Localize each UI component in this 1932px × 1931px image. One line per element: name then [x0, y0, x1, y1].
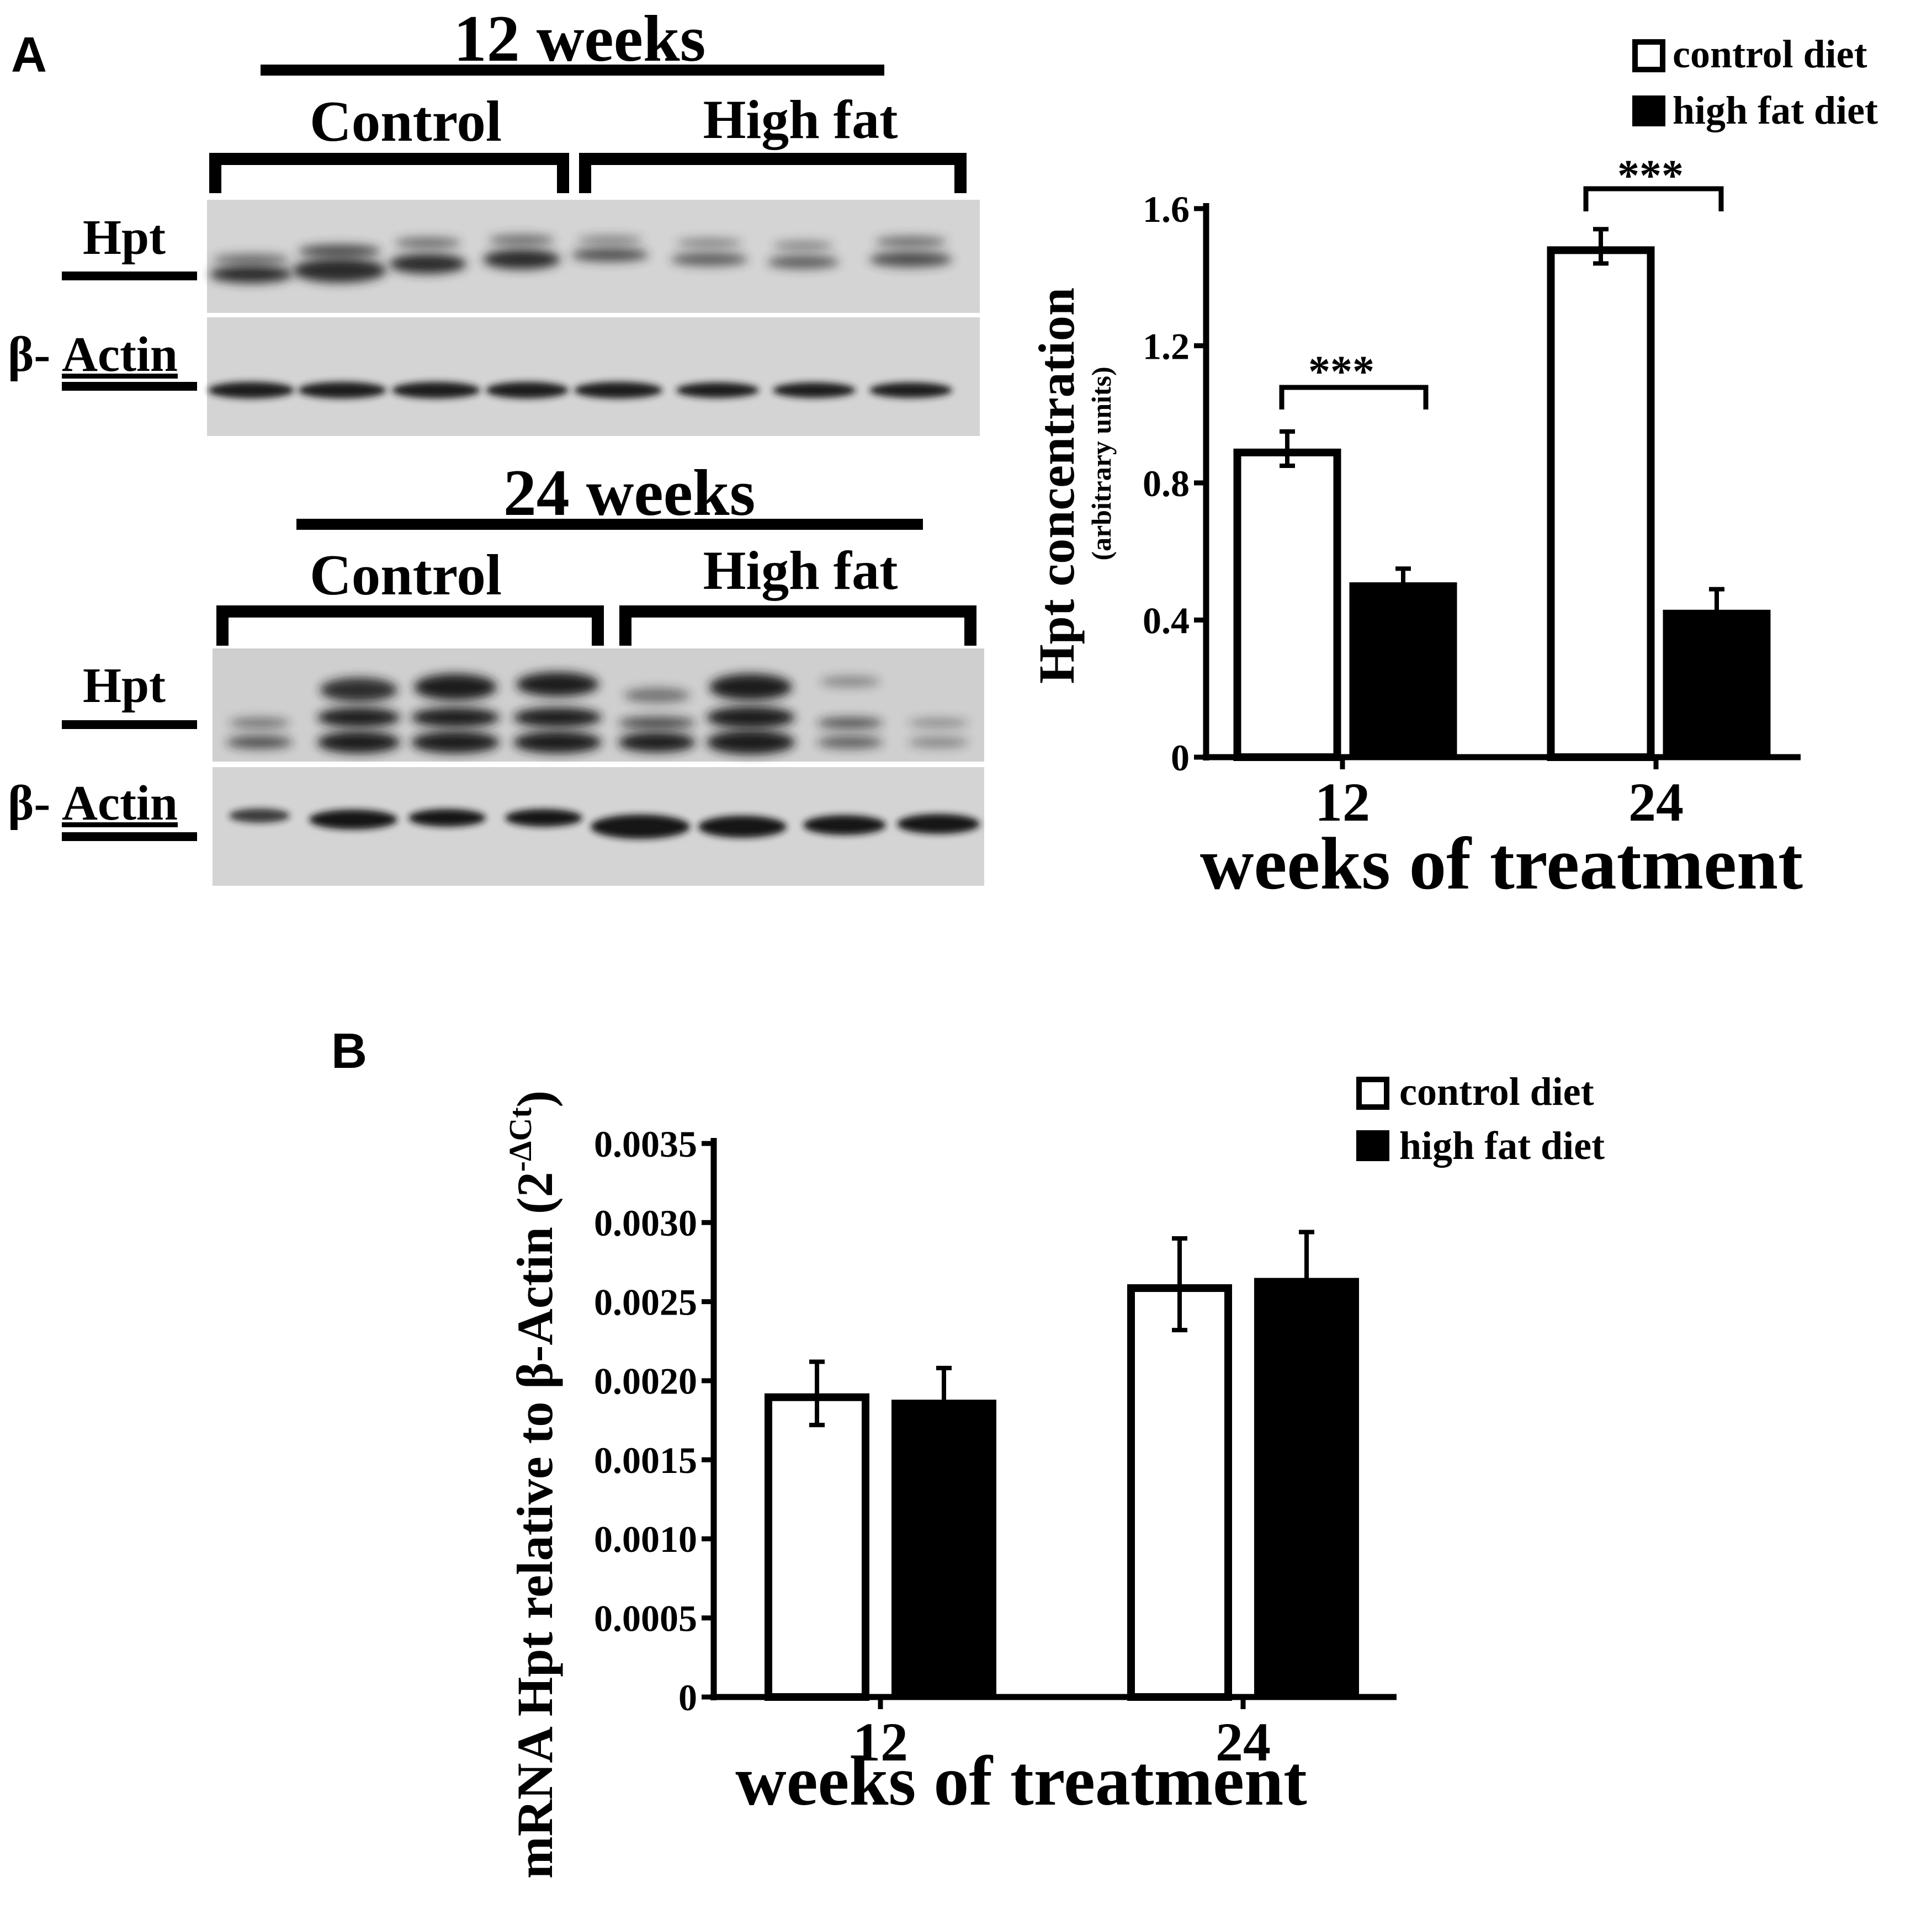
- y-axis-sublabel: (arbitrary units): [1086, 366, 1117, 560]
- blot-actin-image: [207, 317, 980, 436]
- title-rule: [261, 65, 884, 76]
- bracket-control: [209, 153, 569, 193]
- row-label-hpt: Hpt: [83, 658, 166, 713]
- legend-label-high-fat: high fat diet: [1399, 1124, 1605, 1168]
- legend: control diet high fat diet: [1632, 32, 1878, 132]
- group-label-control: Control: [310, 542, 502, 607]
- title-rule: [296, 519, 923, 530]
- y-tick-label: 1.6: [1143, 188, 1190, 230]
- y-tick-label: 0: [1171, 737, 1190, 779]
- group-label-high-fat: High fat: [703, 89, 898, 150]
- blot-12-weeks: 12 weeks Control High fat Hpt β- Actin: [8, 2, 980, 436]
- panel-label-b: B: [331, 1024, 367, 1079]
- x-tick-label: 12: [1315, 772, 1370, 833]
- y-tick-label: 1.2: [1143, 325, 1190, 367]
- bar-control-24: [1127, 1284, 1232, 1701]
- row-underline-actin: [62, 382, 197, 391]
- y-axis-label: Hpt concentration: [1028, 288, 1085, 684]
- x-tick-label: 12: [853, 1711, 908, 1773]
- bar-high-fat-24: [1254, 1278, 1359, 1697]
- row-label-beta: β-: [8, 327, 50, 382]
- legend-swatch-control: [1356, 1077, 1389, 1110]
- chart-mrna-hpt: control diet high fat diet 0 0.0005 0.0010…: [502, 1070, 1605, 1879]
- y-tick-label: 0.8: [1143, 462, 1190, 504]
- y-axis-label-main: mRNA Hpt relative to β-Actin (2: [507, 1172, 563, 1879]
- row-label-actin: Actin: [62, 776, 178, 831]
- bar-high-fat-12: [891, 1400, 996, 1697]
- y-tick-label: 0.0015: [594, 1439, 697, 1481]
- y-tick-label: 0.4: [1143, 599, 1190, 641]
- y-tick-label: 0: [678, 1677, 697, 1719]
- x-tick-label: 24: [1628, 772, 1684, 833]
- bar-high-fat-24: [1663, 609, 1771, 757]
- legend: control diet high fat diet: [1356, 1070, 1605, 1168]
- group-label-high-fat: High fat: [703, 540, 898, 601]
- y-axis-label: mRNA Hpt relative to β-Actin (2-ΔCt): [502, 1090, 563, 1879]
- bar-control-12: [765, 1393, 869, 1701]
- y-axis-label-sup: -ΔCt: [502, 1107, 538, 1172]
- bracket-control: [216, 605, 604, 646]
- y-axis-label-group: mRNA Hpt relative to β-Actin (2-ΔCt): [502, 1090, 563, 1879]
- bar-control-24: [1547, 246, 1655, 761]
- bracket-high-fat: [619, 605, 976, 646]
- row-label-beta: β-: [8, 776, 50, 831]
- significance-bracket-12: [1279, 385, 1429, 409]
- blot-title: 24 weeks: [503, 456, 756, 529]
- hpt-bands: [226, 672, 969, 754]
- bar-high-fat-12: [1349, 582, 1457, 757]
- row-label-actin: Actin: [62, 327, 178, 382]
- x-axis-label: weeks of treatment: [735, 1742, 1307, 1820]
- y-tick-label: 0.0035: [594, 1123, 697, 1165]
- y-axis-label-end: ): [507, 1090, 563, 1108]
- significance-bracket-24: [1583, 186, 1724, 211]
- y-tick-label: 0.0005: [594, 1598, 697, 1640]
- bracket-high-fat: [579, 153, 967, 193]
- y-tick-label: 0.0010: [594, 1518, 697, 1560]
- legend-label-control: control diet: [1399, 1070, 1594, 1114]
- actin-bands: [229, 808, 980, 839]
- legend-label-high-fat: high fat diet: [1673, 88, 1878, 132]
- x-tick-label: 24: [1216, 1711, 1271, 1773]
- actin-bands: [208, 382, 952, 398]
- row-underline-actin: [62, 832, 197, 841]
- row-underline-hpt: [62, 720, 197, 729]
- group-label-control: Control: [310, 89, 502, 153]
- legend-swatch-high-fat: [1632, 95, 1665, 126]
- legend-label-control: control diet: [1673, 32, 1867, 76]
- y-tick-label: 0.0025: [594, 1281, 697, 1323]
- row-label-hpt: Hpt: [83, 210, 166, 265]
- y-tick-label: 0.0020: [594, 1360, 697, 1402]
- legend-swatch-control: [1632, 39, 1665, 72]
- x-axis-label: weeks of treatment: [1200, 823, 1803, 905]
- significance-24: ***: [1617, 152, 1684, 200]
- chart-hpt-concentration: control diet high fat diet 0 0.4 0.8 1.2 1.6…: [1028, 32, 1878, 905]
- blot-24-weeks: 24 weeks Control High fat Hpt β- Actin: [8, 456, 984, 886]
- hpt-bands: [210, 235, 952, 283]
- panel-label-a: A: [11, 28, 47, 83]
- legend-swatch-high-fat: [1356, 1130, 1389, 1161]
- blot-title: 12 weeks: [454, 2, 706, 75]
- y-tick-label: 0.0030: [594, 1202, 697, 1244]
- row-underline-hpt: [62, 272, 197, 280]
- bar-control-12: [1233, 448, 1341, 761]
